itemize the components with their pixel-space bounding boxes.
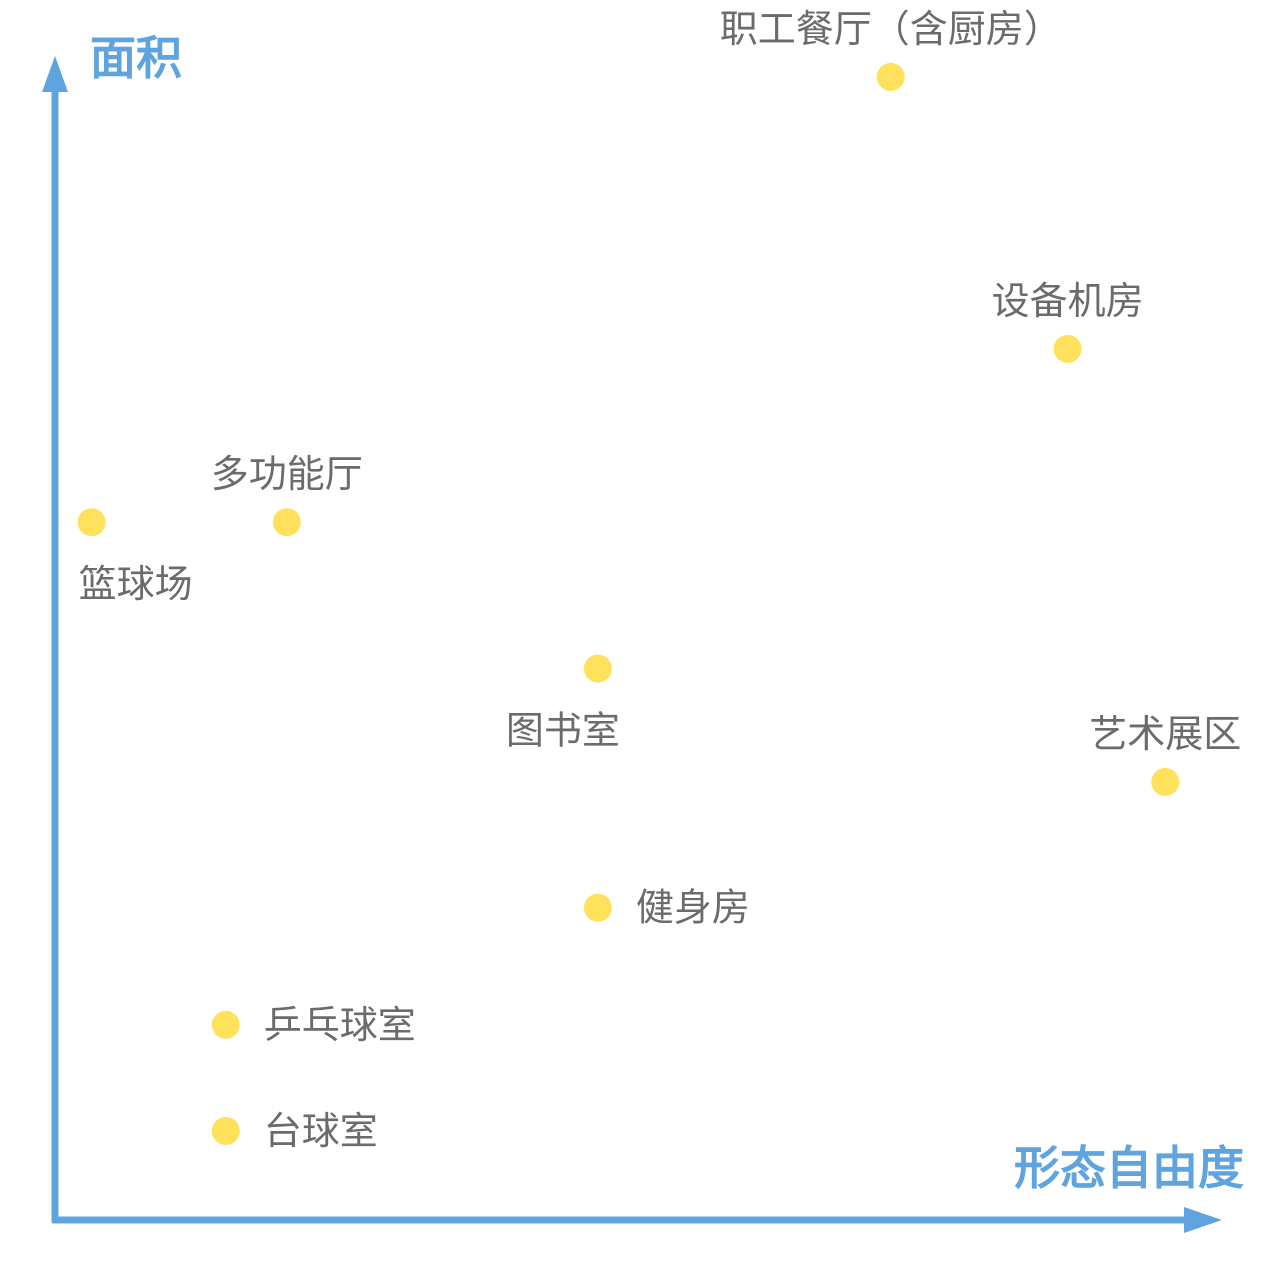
data-point-0 (876, 62, 905, 91)
data-label-2: 多功能厅 (211, 452, 363, 496)
x-axis-title: 形态自由度 (1014, 1141, 1244, 1195)
data-label-1: 设备机房 (992, 279, 1144, 323)
data-label-8: 台球室 (264, 1109, 378, 1153)
data-point-3 (77, 508, 106, 537)
data-point-8 (211, 1116, 240, 1145)
data-label-7: 乒乓球室 (264, 1003, 416, 1047)
y-axis-arrowhead (42, 56, 68, 92)
data-point-1 (1053, 334, 1082, 363)
y-axis-title: 面积 (90, 31, 182, 85)
data-label-6: 健身房 (636, 886, 750, 930)
data-point-2 (272, 508, 301, 537)
data-label-4: 图书室 (506, 709, 620, 753)
data-points (77, 62, 1180, 1145)
data-label-0: 职工餐厅（含厨房） (720, 7, 1062, 51)
x-axis-arrowhead (1184, 1207, 1222, 1233)
axes: 面积 形态自由度 (42, 31, 1244, 1233)
data-point-5 (1151, 768, 1180, 796)
data-label-5: 艺术展区 (1089, 712, 1241, 756)
data-point-6 (583, 893, 612, 922)
data-point-7 (211, 1010, 240, 1039)
data-point-4 (583, 654, 612, 683)
data-label-3: 篮球场 (79, 562, 193, 606)
